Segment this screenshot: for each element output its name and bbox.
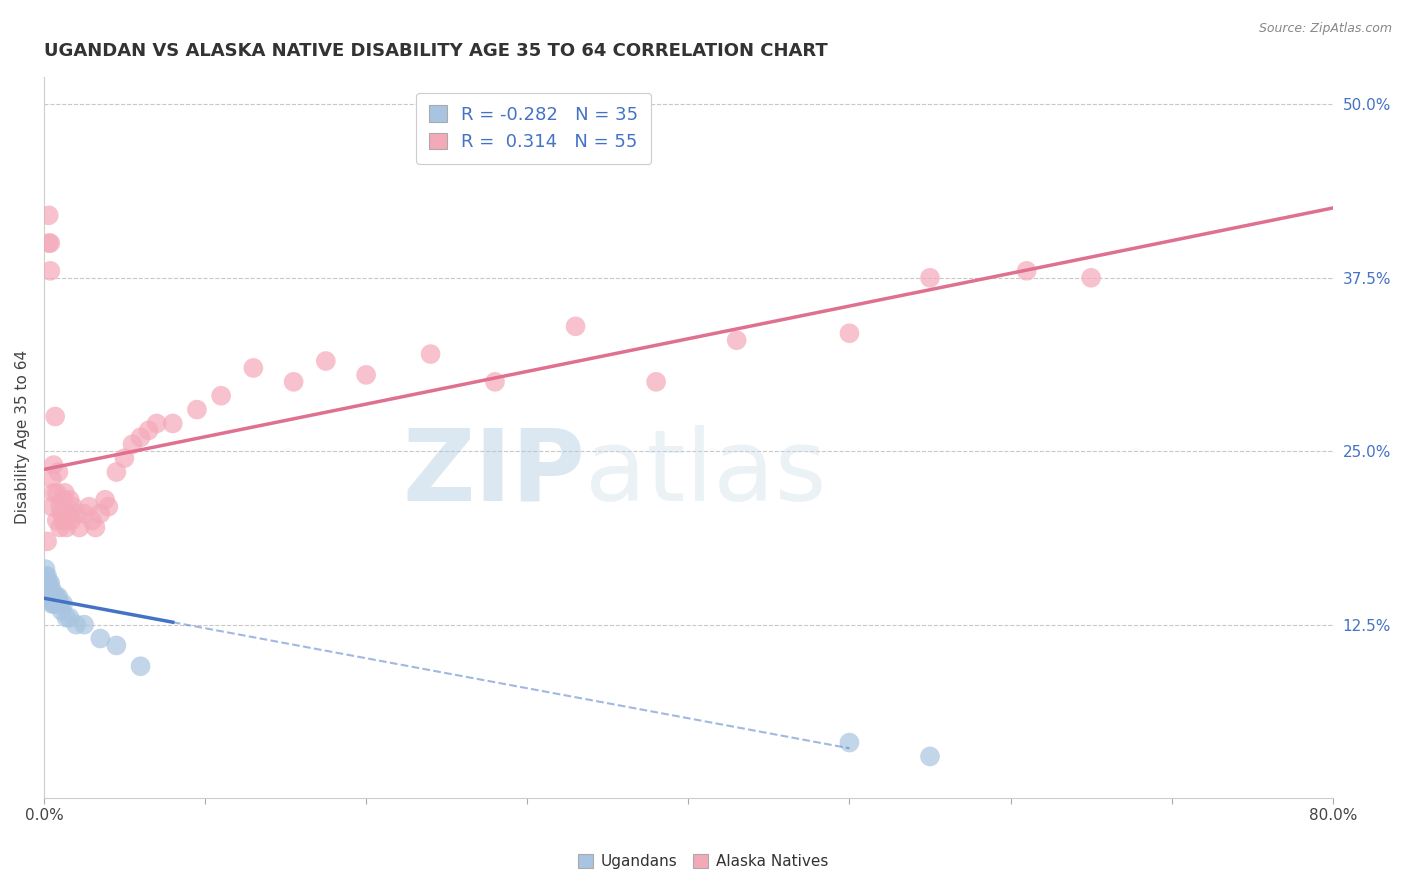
Point bbox=[53, 485, 76, 500]
Text: atlas: atlas bbox=[585, 425, 827, 522]
Point bbox=[38, 208, 60, 222]
Point bbox=[283, 375, 305, 389]
Legend: R = -0.282   N = 35, R =  0.314   N = 55: R = -0.282 N = 35, R = 0.314 N = 55 bbox=[416, 93, 651, 163]
Point bbox=[242, 361, 264, 376]
Point bbox=[84, 520, 107, 534]
Point bbox=[59, 610, 82, 624]
Y-axis label: Disability Age 35 to 64: Disability Age 35 to 64 bbox=[15, 351, 30, 524]
Point bbox=[48, 465, 70, 479]
Point bbox=[51, 604, 73, 618]
Point bbox=[45, 514, 67, 528]
Point bbox=[34, 562, 56, 576]
Point bbox=[77, 500, 100, 514]
Point bbox=[129, 430, 152, 444]
Point bbox=[42, 597, 65, 611]
Point bbox=[48, 590, 70, 604]
Point bbox=[89, 632, 111, 646]
Point bbox=[49, 597, 72, 611]
Point bbox=[45, 597, 67, 611]
Point bbox=[62, 500, 84, 514]
Point bbox=[145, 417, 167, 431]
Point bbox=[59, 492, 82, 507]
Point bbox=[725, 333, 748, 347]
Point bbox=[49, 500, 72, 514]
Point bbox=[37, 590, 59, 604]
Point bbox=[38, 582, 60, 597]
Point bbox=[97, 500, 120, 514]
Point bbox=[129, 659, 152, 673]
Point bbox=[37, 534, 59, 549]
Point bbox=[105, 465, 128, 479]
Point bbox=[89, 507, 111, 521]
Point bbox=[39, 264, 62, 278]
Point bbox=[41, 472, 63, 486]
Point bbox=[38, 576, 60, 591]
Point bbox=[39, 582, 62, 597]
Legend: Ugandans, Alaska Natives: Ugandans, Alaska Natives bbox=[572, 848, 834, 875]
Point bbox=[38, 590, 60, 604]
Point bbox=[44, 597, 66, 611]
Point bbox=[42, 458, 65, 472]
Point bbox=[41, 582, 63, 597]
Point bbox=[45, 485, 67, 500]
Point bbox=[838, 326, 860, 341]
Point bbox=[65, 507, 87, 521]
Point bbox=[52, 492, 75, 507]
Point bbox=[42, 590, 65, 604]
Point bbox=[55, 520, 77, 534]
Point bbox=[645, 375, 668, 389]
Text: ZIP: ZIP bbox=[402, 425, 585, 522]
Point bbox=[45, 590, 67, 604]
Point bbox=[138, 424, 160, 438]
Point bbox=[73, 617, 96, 632]
Point bbox=[49, 520, 72, 534]
Point bbox=[60, 514, 83, 528]
Point bbox=[82, 514, 104, 528]
Point bbox=[105, 639, 128, 653]
Point bbox=[838, 735, 860, 749]
Point bbox=[315, 354, 337, 368]
Point bbox=[354, 368, 377, 382]
Point bbox=[56, 507, 79, 521]
Point bbox=[34, 569, 56, 583]
Text: Source: ZipAtlas.com: Source: ZipAtlas.com bbox=[1258, 22, 1392, 36]
Point bbox=[42, 485, 65, 500]
Point bbox=[41, 590, 63, 604]
Text: UGANDAN VS ALASKA NATIVE DISABILITY AGE 35 TO 64 CORRELATION CHART: UGANDAN VS ALASKA NATIVE DISABILITY AGE … bbox=[44, 42, 828, 60]
Point bbox=[39, 576, 62, 591]
Point bbox=[41, 500, 63, 514]
Point bbox=[564, 319, 586, 334]
Point bbox=[186, 402, 208, 417]
Point bbox=[1015, 264, 1038, 278]
Point bbox=[55, 610, 77, 624]
Point bbox=[419, 347, 441, 361]
Point bbox=[73, 507, 96, 521]
Point bbox=[41, 597, 63, 611]
Point bbox=[37, 569, 59, 583]
Point bbox=[918, 270, 941, 285]
Point bbox=[52, 514, 75, 528]
Point bbox=[121, 437, 143, 451]
Point bbox=[484, 375, 506, 389]
Point bbox=[65, 617, 87, 632]
Point bbox=[34, 576, 56, 591]
Point bbox=[1080, 270, 1102, 285]
Point bbox=[94, 492, 117, 507]
Point bbox=[39, 590, 62, 604]
Point bbox=[209, 389, 232, 403]
Point bbox=[38, 236, 60, 251]
Point bbox=[44, 590, 66, 604]
Point bbox=[114, 451, 136, 466]
Point bbox=[39, 236, 62, 251]
Point bbox=[51, 507, 73, 521]
Point bbox=[37, 576, 59, 591]
Point bbox=[67, 520, 90, 534]
Point bbox=[918, 749, 941, 764]
Point bbox=[44, 409, 66, 424]
Point bbox=[37, 582, 59, 597]
Point bbox=[162, 417, 184, 431]
Point bbox=[52, 597, 75, 611]
